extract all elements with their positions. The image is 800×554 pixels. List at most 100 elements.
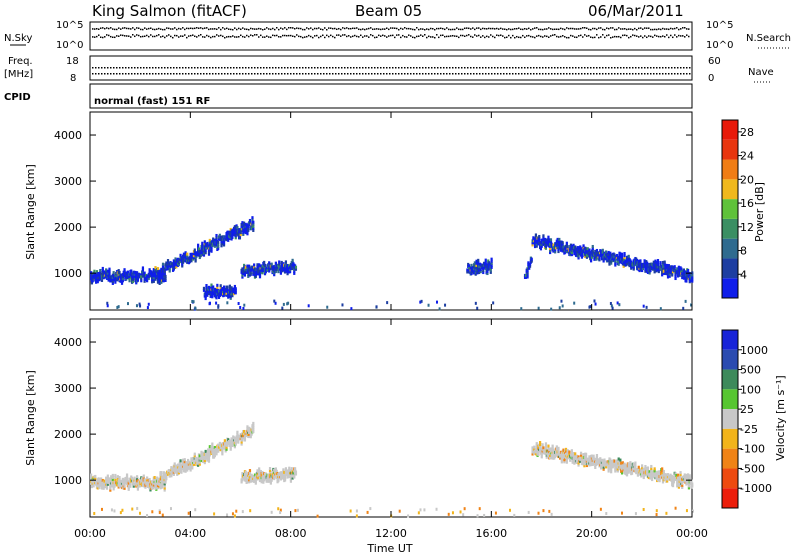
heatmap-cell <box>234 442 237 446</box>
nave-point <box>281 73 283 75</box>
heatmap-cell <box>656 470 659 474</box>
heatmap-cell <box>574 245 577 249</box>
nsearch-point <box>394 36 396 39</box>
y-tick-label: 3000 <box>54 382 82 395</box>
heatmap-cell <box>282 468 285 472</box>
heatmap-cell <box>647 476 650 480</box>
freq-point <box>635 67 637 69</box>
freq-point <box>95 67 97 69</box>
freq-point <box>503 67 505 69</box>
nave-point <box>557 73 559 75</box>
heatmap-cell <box>166 259 170 263</box>
heatmap-cell <box>531 452 534 456</box>
nsky-point <box>600 27 602 29</box>
heatmap-cell <box>93 511 96 515</box>
heatmap-cell <box>284 262 288 266</box>
heatmap-cell <box>139 482 142 486</box>
nave-point <box>245 73 247 75</box>
heatmap-cell <box>223 441 226 445</box>
heatmap-cell <box>209 294 212 298</box>
nave-point <box>212 73 214 75</box>
heatmap-cell <box>526 273 529 277</box>
heatmap-cell <box>535 444 538 448</box>
nsearch-point <box>668 36 670 39</box>
nsky-point <box>566 27 568 29</box>
nsky-point <box>222 27 224 29</box>
nave-point <box>431 73 433 75</box>
heatmap-cell <box>242 436 245 440</box>
freq-point <box>596 67 598 69</box>
heatmap-cell <box>132 482 135 486</box>
heatmap-cell <box>197 247 201 251</box>
heatmap-cell <box>661 271 664 275</box>
nsky-point <box>508 28 510 30</box>
heatmap-cell <box>163 471 166 475</box>
heatmap-cell <box>589 305 592 309</box>
heatmap-cell <box>247 228 250 232</box>
heatmap-cell <box>166 267 170 271</box>
heatmap-cell <box>288 474 291 478</box>
heatmap-cell <box>125 276 129 280</box>
heatmap-cell <box>226 285 229 289</box>
heatmap-cell <box>124 481 127 485</box>
heatmap-cell <box>123 484 126 488</box>
heatmap-cell <box>159 275 162 279</box>
power-colorbar-label-tick: 12 <box>740 221 754 234</box>
freq-point <box>398 67 400 69</box>
nave-point <box>524 73 526 75</box>
heatmap-cell <box>238 236 242 240</box>
nsky-point <box>576 28 578 30</box>
heatmap-cell <box>548 240 551 244</box>
cpid-text: normal (fast) 151 RF <box>94 96 210 107</box>
nsearch-point <box>572 35 574 37</box>
heatmap-cell <box>490 261 493 265</box>
heatmap-cell <box>584 454 588 458</box>
heatmap-cell <box>691 484 694 488</box>
nsky-point <box>570 27 572 30</box>
nsearch-point <box>494 36 496 39</box>
nave-point <box>182 73 184 75</box>
nave-point <box>644 73 646 75</box>
freq-point <box>215 67 217 69</box>
heatmap-cell <box>466 270 469 274</box>
heatmap-cell <box>552 243 555 247</box>
heatmap-cell <box>111 281 114 285</box>
nave-point <box>194 73 196 75</box>
freq-point <box>227 67 229 69</box>
heatmap-cell <box>646 466 650 470</box>
nave-point <box>131 73 133 75</box>
x-tick-label: 08:00 <box>275 527 307 540</box>
heatmap-cell <box>270 262 273 266</box>
nsearch-point <box>374 36 376 39</box>
heatmap-cell <box>557 248 560 252</box>
heatmap-cell <box>533 445 536 449</box>
velocity-colorbar-label-tick: -100 <box>740 443 765 456</box>
heatmap-cell <box>228 288 231 292</box>
heatmap-cell <box>114 475 117 479</box>
nsky-point <box>398 28 400 31</box>
heatmap-cell <box>204 292 207 296</box>
nsky-point <box>430 27 432 30</box>
heatmap-cell <box>151 276 154 280</box>
heatmap-cell <box>234 291 237 295</box>
nsky-point <box>336 28 338 31</box>
nsky-point <box>464 27 466 30</box>
heatmap-cell <box>690 479 693 483</box>
velocity-colorbar-label-tick: -1000 <box>740 482 772 495</box>
nave-point <box>317 73 319 75</box>
nave-point <box>116 73 118 75</box>
nsearch-point <box>508 34 510 37</box>
freq-point <box>161 67 163 69</box>
heatmap-cell <box>91 279 94 283</box>
heatmap-cell <box>140 275 143 279</box>
freq-tick-bottom: 8 <box>70 73 76 84</box>
heatmap-cell <box>215 452 218 456</box>
freq-point <box>404 67 406 69</box>
heatmap-cell <box>565 241 568 245</box>
nsky-point <box>236 28 238 31</box>
heatmap-cell <box>166 472 170 476</box>
freq-point <box>581 67 583 69</box>
heatmap-cell <box>291 267 294 271</box>
